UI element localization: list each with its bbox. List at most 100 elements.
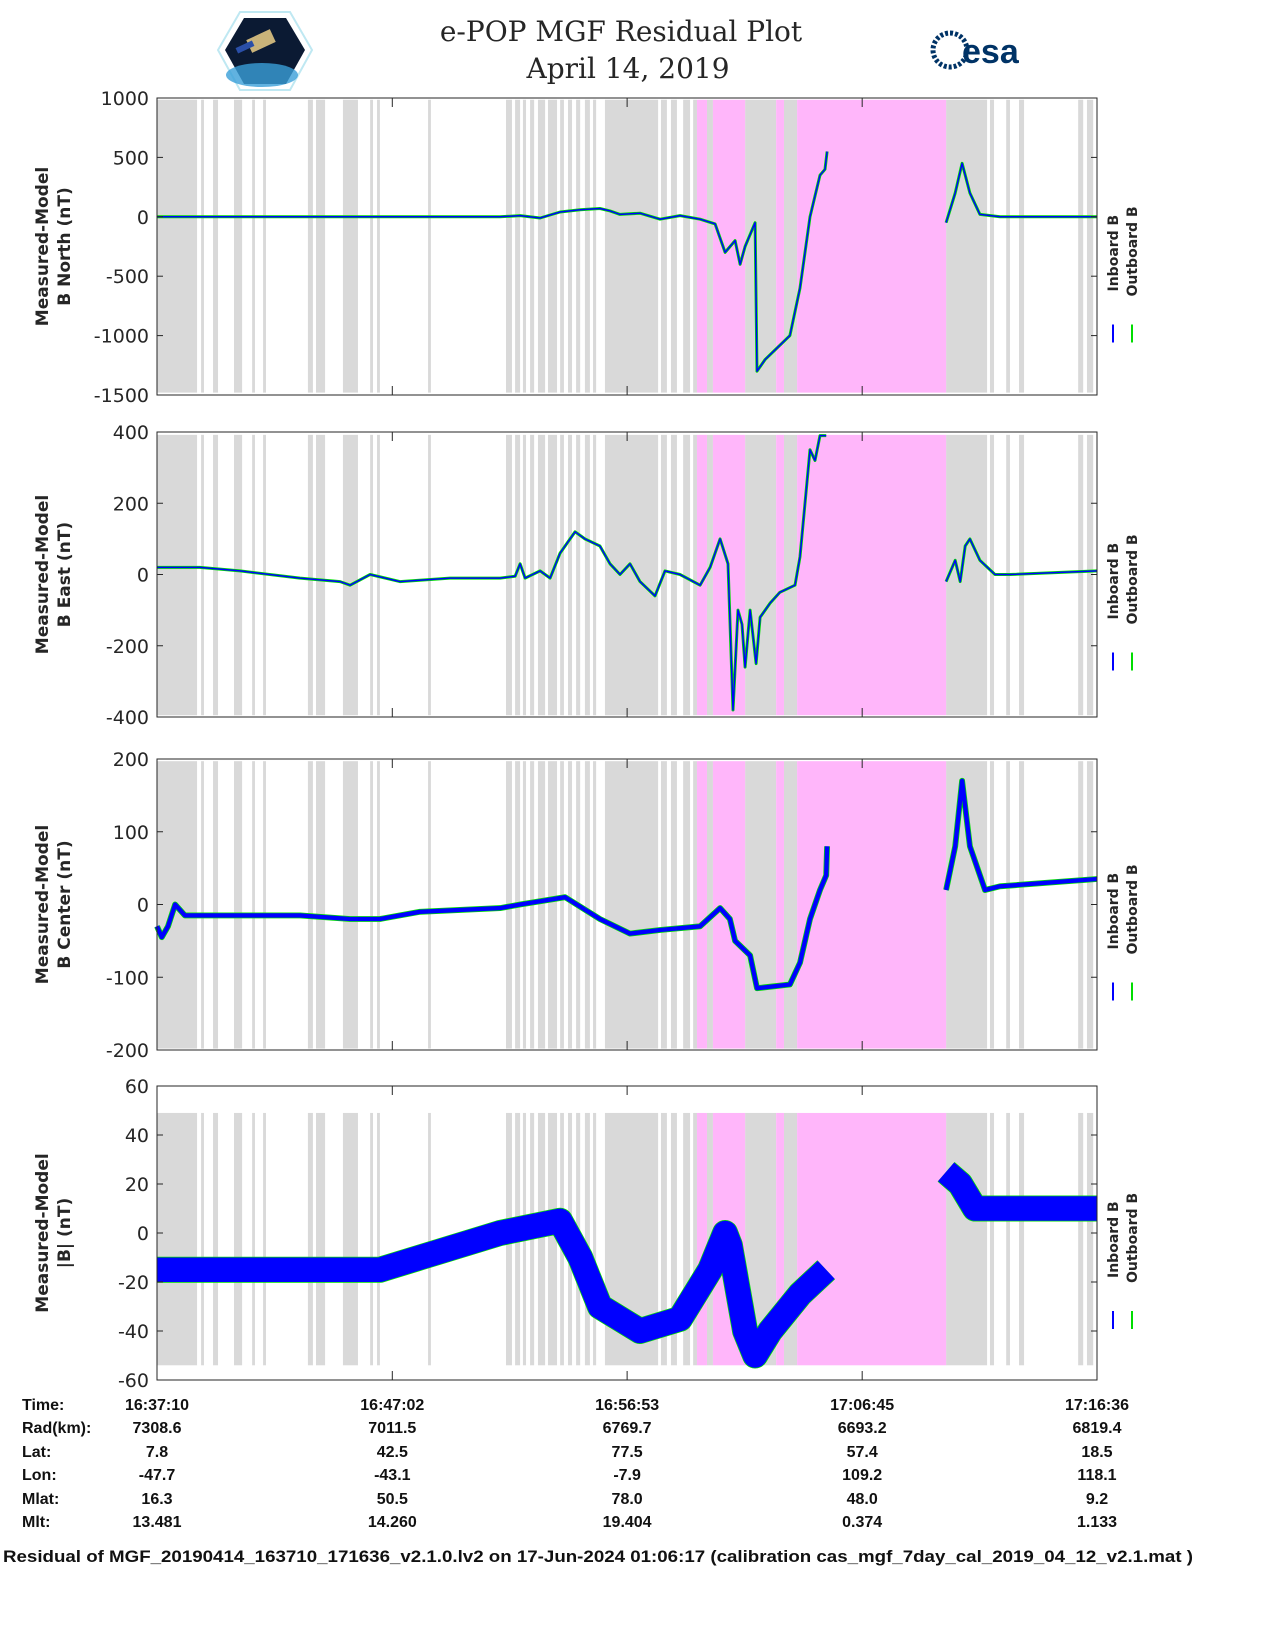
- gray-mode-band: [201, 1112, 204, 1366]
- gray-mode-band: [213, 761, 219, 1049]
- gray-mode-band: [660, 761, 667, 1049]
- inboard-b-line: [943, 778, 1098, 893]
- legend-outboard: Outboard B: [1125, 534, 1141, 624]
- gray-mode-band: [1078, 1112, 1084, 1366]
- gray-mode-band: [584, 1112, 590, 1366]
- gray-mode-band: [593, 1112, 597, 1366]
- gray-mode-band: [263, 1112, 266, 1366]
- y-tick-label: -200: [106, 636, 149, 658]
- table-cell: 77.5: [612, 1444, 643, 1461]
- gray-mode-band: [547, 99, 558, 393]
- table-row-label: Mlat:: [22, 1491, 59, 1508]
- gray-mode-band: [1078, 99, 1084, 393]
- gray-mode-band: [683, 99, 691, 393]
- gray-mode-band: [989, 99, 995, 393]
- gray-mode-band: [263, 99, 266, 393]
- y-axis-label-line: B North (nT): [55, 187, 75, 306]
- gray-mode-band: [234, 434, 243, 716]
- chart-title: e-POP MGF Residual Plot: [440, 15, 803, 48]
- y-tick-label: 40: [125, 1125, 149, 1147]
- gray-mode-band: [745, 99, 777, 393]
- pink-mode-band: [797, 761, 947, 1049]
- inboard-b-line: [945, 162, 1097, 223]
- gray-mode-band: [537, 99, 546, 393]
- table-cell: 6819.4: [1073, 1420, 1122, 1437]
- table-cell: 17:16:36: [1065, 1397, 1129, 1414]
- gray-mode-band: [706, 99, 713, 393]
- gray-mode-band: [213, 1112, 219, 1366]
- inboard-b-line: [938, 1162, 1097, 1221]
- gray-mode-band: [683, 434, 691, 716]
- y-axis-label-line: Measured-Model: [33, 825, 53, 984]
- gray-mode-band: [584, 434, 590, 716]
- table-row-label: Lat:: [22, 1444, 51, 1461]
- gray-mode-band: [1078, 761, 1084, 1049]
- legend: Inboard B Outboard B: [1106, 864, 1141, 1001]
- svg-text:esa: esa: [962, 33, 1020, 71]
- y-axis-label: Measured-Model B North (nT): [33, 167, 75, 326]
- gray-mode-band: [342, 761, 358, 1049]
- gray-mode-band: [946, 99, 988, 393]
- gray-mode-band: [693, 761, 697, 1049]
- y-tick-label: -60: [118, 1370, 149, 1392]
- table-cell: 7.8: [146, 1444, 168, 1461]
- gray-mode-band: [560, 761, 564, 1049]
- pink-mode-band: [712, 761, 746, 1049]
- table-cell: 16:37:10: [125, 1397, 189, 1414]
- gray-mode-band: [593, 761, 597, 1049]
- gray-mode-band: [316, 761, 326, 1049]
- gray-mode-band: [567, 761, 573, 1049]
- gray-mode-band: [377, 99, 380, 393]
- gray-mode-band: [670, 1112, 677, 1366]
- table-cell: 13.481: [133, 1514, 182, 1531]
- gray-mode-band: [530, 99, 535, 393]
- pink-mode-band: [797, 99, 947, 393]
- gray-mode-band: [234, 99, 243, 393]
- gray-mode-band: [584, 99, 590, 393]
- y-tick-label: -20: [118, 1272, 149, 1294]
- esa-logo: esa: [930, 30, 1020, 71]
- table-cell: -47.7: [139, 1467, 176, 1484]
- pink-mode-band: [696, 99, 707, 393]
- gray-mode-band: [989, 1112, 995, 1366]
- y-tick-label: -500: [106, 266, 149, 288]
- table-cell: 16.3: [141, 1491, 172, 1508]
- inboard-b-line: [155, 846, 830, 991]
- gray-mode-band: [567, 99, 573, 393]
- gray-mode-band: [560, 99, 564, 393]
- table-cell: 42.5: [377, 1444, 408, 1461]
- pink-mode-band: [797, 1112, 947, 1366]
- gray-mode-band: [252, 99, 255, 393]
- gray-mode-band: [604, 99, 659, 393]
- table-row-label: Rad(km):: [22, 1420, 91, 1437]
- gray-mode-band: [316, 434, 326, 716]
- y-tick-label: 0: [137, 895, 149, 917]
- gray-mode-band: [1006, 99, 1010, 393]
- gray-mode-band: [576, 99, 581, 393]
- gray-mode-band: [537, 1112, 546, 1366]
- pink-mode-band: [696, 1112, 707, 1366]
- gray-mode-band: [693, 434, 697, 716]
- gray-mode-band: [515, 99, 521, 393]
- y-tick-label: -1500: [94, 385, 149, 407]
- pink-mode-band: [776, 1112, 784, 1366]
- pink-mode-band: [776, 434, 784, 716]
- table-cell: 57.4: [847, 1444, 878, 1461]
- y-axis-label-line: Measured-Model: [33, 495, 53, 654]
- y-axis-label-line: Measured-Model: [33, 167, 53, 326]
- gray-mode-band: [660, 1112, 667, 1366]
- gray-mode-band: [307, 99, 313, 393]
- y-axis-label: Measured-Model B East (nT): [33, 495, 75, 654]
- panel-2: -400 -200 0 200 400 Measured-Model B East (nT)…: [33, 422, 1141, 729]
- gray-mode-band: [604, 761, 659, 1049]
- gray-mode-band: [1019, 1112, 1025, 1366]
- y-tick-label: -100: [106, 967, 149, 989]
- gray-mode-band: [377, 1112, 380, 1366]
- gray-mode-band: [428, 761, 431, 1049]
- gray-mode-band: [560, 434, 564, 716]
- legend: Inboard B Outboard B: [1106, 534, 1141, 671]
- gray-mode-band: [683, 761, 691, 1049]
- gray-mode-band: [316, 1112, 326, 1366]
- gray-mode-band: [1086, 434, 1094, 716]
- y-tick-label: 200: [113, 749, 149, 771]
